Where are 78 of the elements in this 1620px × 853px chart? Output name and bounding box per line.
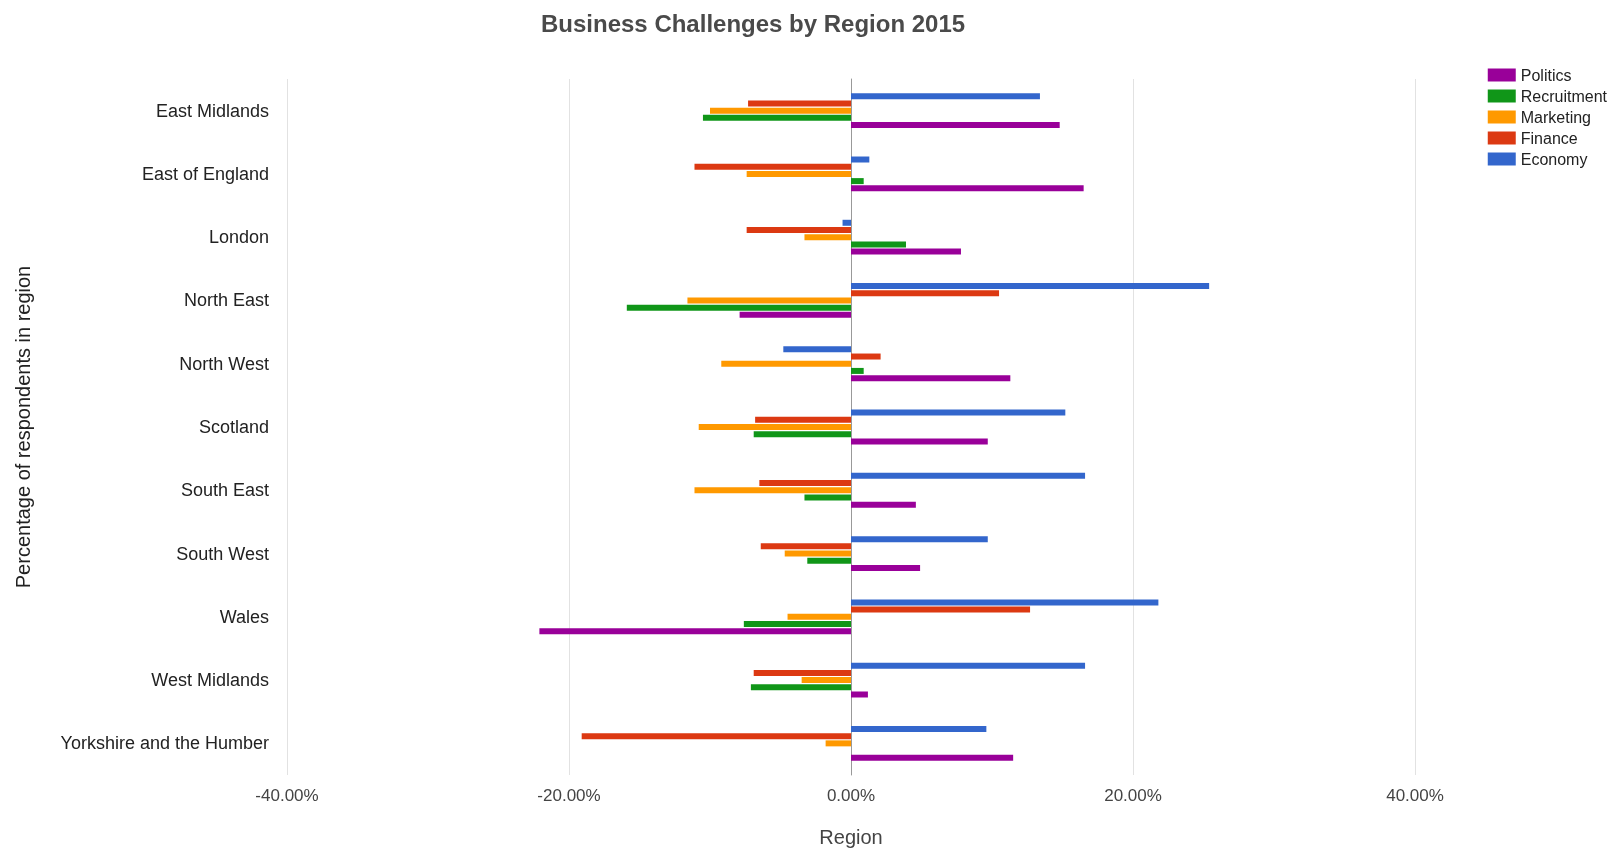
legend-label: Economy xyxy=(1520,150,1588,168)
bar xyxy=(739,311,851,318)
bar xyxy=(851,156,870,163)
bar xyxy=(851,375,1011,382)
bar xyxy=(581,733,851,740)
bar xyxy=(851,691,868,698)
bar xyxy=(851,122,1060,129)
legend-label: Politics xyxy=(1520,66,1572,84)
legend-label: Finance xyxy=(1520,129,1578,147)
bar xyxy=(851,536,988,543)
y-tick-label: East of England xyxy=(141,163,269,184)
y-axis-title: Percentage of respondents in region xyxy=(12,265,34,589)
bar xyxy=(759,480,851,487)
bar xyxy=(755,416,851,423)
x-tick-label: 0.00% xyxy=(826,786,876,805)
legend-label: Recruitment xyxy=(1520,87,1608,105)
bar xyxy=(851,564,921,571)
bar xyxy=(753,669,851,676)
bar xyxy=(801,677,851,684)
y-tick-label: West Midlands xyxy=(151,670,269,691)
bar xyxy=(698,424,851,430)
x-tick-label: 40.00% xyxy=(1386,786,1444,805)
bar xyxy=(851,754,1014,761)
bar xyxy=(851,290,1000,297)
bar xyxy=(851,409,1066,416)
y-tick-label: North West xyxy=(179,353,269,374)
bar xyxy=(804,494,851,501)
bar xyxy=(750,684,851,691)
bar xyxy=(787,613,851,620)
y-tick-label: London xyxy=(208,227,269,248)
bar xyxy=(851,606,1031,613)
bar xyxy=(743,621,851,628)
bar xyxy=(851,367,864,374)
bar xyxy=(851,501,916,508)
bar xyxy=(784,550,851,557)
bar xyxy=(783,346,851,353)
y-tick-label: North East xyxy=(183,290,269,311)
y-tick-label: East Midlands xyxy=(155,100,269,121)
bar xyxy=(851,241,906,248)
bar xyxy=(753,431,851,438)
bar xyxy=(804,234,851,241)
bar xyxy=(746,170,851,177)
bar xyxy=(539,628,851,635)
bar xyxy=(710,107,851,114)
bar xyxy=(721,360,851,367)
x-tick-label: -20.00% xyxy=(537,786,601,805)
bar xyxy=(807,557,851,564)
bar xyxy=(851,248,961,255)
bar xyxy=(851,353,881,360)
y-tick-label: Yorkshire and the Humber xyxy=(60,733,269,754)
bar xyxy=(825,740,851,747)
bar xyxy=(702,114,851,121)
bar xyxy=(851,93,1040,100)
bar xyxy=(746,226,851,233)
bar xyxy=(851,438,988,445)
bar xyxy=(748,100,851,107)
x-tick-label: 20.00% xyxy=(1104,786,1162,805)
bar xyxy=(626,304,851,311)
y-tick-label: South West xyxy=(176,543,269,564)
bar xyxy=(851,283,1210,290)
bar xyxy=(687,297,851,304)
bar xyxy=(851,599,1159,606)
bar xyxy=(851,725,987,732)
chart-title: Business Challenges by Region 2015 xyxy=(541,9,966,37)
bar xyxy=(851,662,1086,669)
x-axis-title: Region xyxy=(819,826,883,848)
bar xyxy=(851,178,864,185)
x-tick-label: -40.00% xyxy=(255,786,319,805)
bar xyxy=(694,163,851,170)
bar xyxy=(694,487,851,494)
y-tick-label: Wales xyxy=(219,606,269,627)
y-tick-label: Scotland xyxy=(198,417,269,437)
bar xyxy=(851,185,1084,192)
bar xyxy=(842,219,851,226)
bar xyxy=(851,472,1086,479)
bar xyxy=(760,543,851,550)
legend-label: Marketing xyxy=(1520,108,1591,126)
y-tick-label: South East xyxy=(180,480,269,501)
